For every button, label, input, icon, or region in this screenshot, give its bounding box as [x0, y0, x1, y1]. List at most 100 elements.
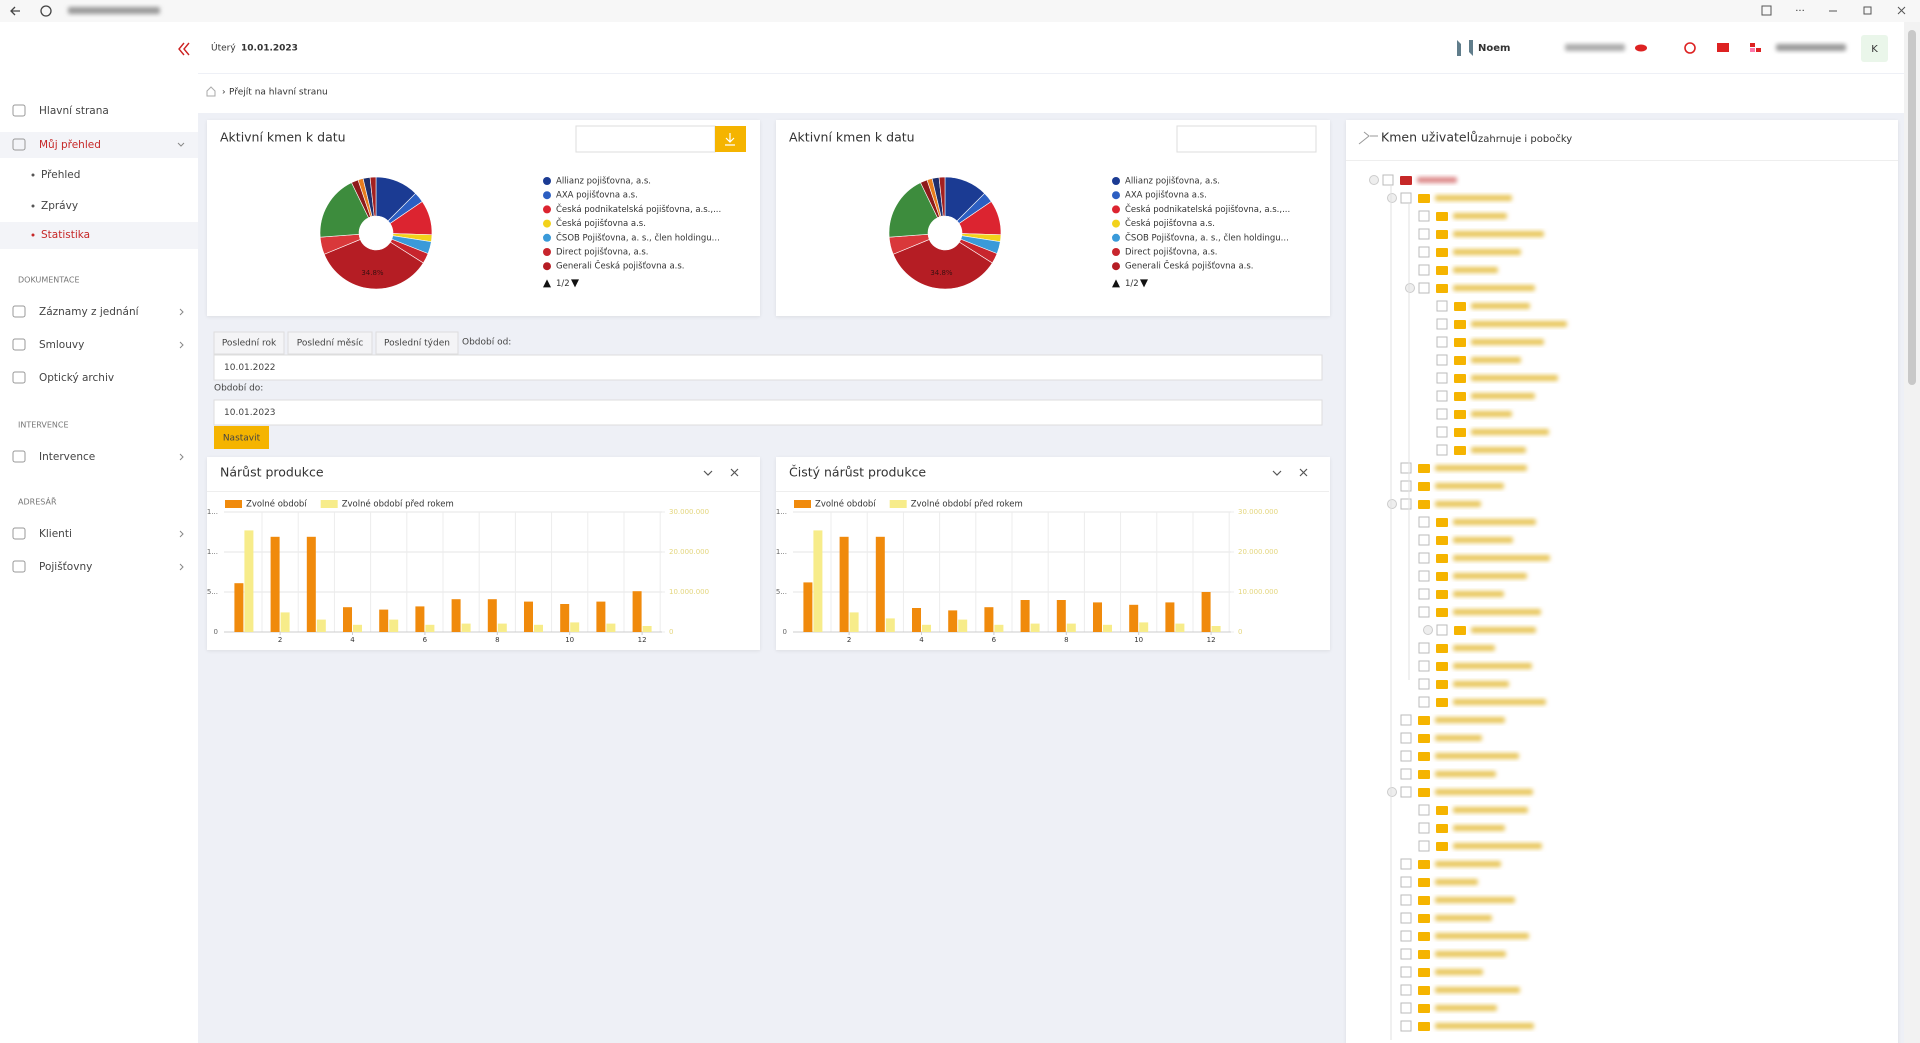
apps-icon[interactable] — [1750, 48, 1755, 52]
pager-up[interactable] — [543, 279, 551, 288]
tree-checkbox[interactable] — [1400, 480, 1412, 492]
eye-icon[interactable] — [1635, 44, 1647, 52]
menu-dots[interactable]: ··· — [1795, 6, 1805, 17]
tree-toggle[interactable] — [1387, 193, 1397, 203]
menu-item[interactable]: Klienti — [39, 528, 72, 540]
tree-checkbox[interactable] — [1418, 570, 1430, 582]
menu-item[interactable]: Smlouvy — [39, 339, 84, 351]
date-input[interactable] — [575, 125, 716, 153]
tree-checkbox[interactable] — [1436, 318, 1448, 330]
menu-item[interactable]: Hlavní strana — [39, 105, 109, 117]
collapse-icon[interactable] — [703, 470, 713, 476]
tree-checkbox[interactable] — [1400, 1002, 1412, 1014]
apps-icon[interactable] — [1756, 48, 1761, 52]
tree-checkbox[interactable] — [1418, 606, 1430, 618]
tree-checkbox[interactable] — [1436, 624, 1448, 636]
pager-down[interactable] — [571, 279, 579, 288]
collapse-icon[interactable] — [1272, 470, 1282, 476]
menu-item[interactable]: Optický archiv — [39, 372, 114, 384]
submenu-item[interactable]: Přehled — [41, 169, 80, 181]
tree-checkbox[interactable] — [1418, 282, 1430, 294]
tree-checkbox[interactable] — [1418, 804, 1430, 816]
tree-checkbox[interactable] — [1418, 696, 1430, 708]
close-window[interactable] — [1897, 6, 1906, 15]
tree-checkbox[interactable] — [1418, 516, 1430, 528]
back-button[interactable] — [10, 6, 20, 16]
scrollbar-thumb[interactable] — [1908, 30, 1916, 385]
tree-checkbox[interactable] — [1418, 264, 1430, 276]
tree-checkbox[interactable] — [1418, 642, 1430, 654]
menu-item[interactable]: Pojišťovny — [39, 561, 92, 573]
search-icon[interactable] — [1684, 42, 1696, 54]
tree-toggle[interactable] — [1387, 787, 1397, 797]
period-button[interactable] — [375, 331, 459, 355]
tree-checkbox[interactable] — [1436, 300, 1448, 312]
maximize[interactable] — [1863, 6, 1872, 15]
tree-toggle[interactable] — [1387, 499, 1397, 509]
from-input[interactable] — [213, 354, 1323, 381]
menu-item[interactable]: Můj přehled — [39, 139, 101, 151]
mail-icon[interactable] — [1717, 43, 1729, 52]
pager-down[interactable] — [1140, 279, 1148, 288]
tree-checkbox[interactable] — [1418, 660, 1430, 672]
tree-checkbox[interactable] — [1418, 678, 1430, 690]
tree-toggle[interactable] — [1423, 625, 1433, 635]
tree-checkbox[interactable] — [1400, 750, 1412, 762]
close-icon[interactable] — [730, 468, 739, 477]
collapse-button[interactable] — [178, 42, 190, 56]
breadcrumb-link[interactable]: Přejít na hlavní stranu — [229, 88, 328, 98]
tree-toggle[interactable] — [1369, 175, 1379, 185]
tree-checkbox[interactable] — [1418, 246, 1430, 258]
tree-checkbox[interactable] — [1436, 372, 1448, 384]
tree-checkbox[interactable] — [1418, 210, 1430, 222]
submenu-item[interactable]: Statistika — [41, 229, 90, 241]
date-input[interactable] — [1176, 125, 1317, 153]
tree-toggle[interactable] — [1405, 283, 1415, 293]
tree-checkbox[interactable] — [1400, 948, 1412, 960]
tree-checkbox[interactable] — [1400, 984, 1412, 996]
tree-checkbox[interactable] — [1400, 732, 1412, 744]
submit-button[interactable] — [214, 426, 269, 449]
tree-checkbox[interactable] — [1400, 912, 1412, 924]
tree-checkbox[interactable] — [1400, 876, 1412, 888]
tree-checkbox[interactable] — [1400, 498, 1412, 510]
home-icon[interactable] — [206, 86, 216, 97]
tree-checkbox[interactable] — [1382, 174, 1394, 186]
tree-checkbox[interactable] — [1400, 768, 1412, 780]
tree-checkbox[interactable] — [1400, 462, 1412, 474]
tree-checkbox[interactable] — [1436, 390, 1448, 402]
to-input[interactable] — [213, 399, 1323, 426]
apps-icon[interactable] — [1750, 43, 1755, 47]
menu-item[interactable]: Intervence — [39, 451, 95, 463]
tree-checkbox[interactable] — [1436, 426, 1448, 438]
tree-checkbox[interactable] — [1436, 354, 1448, 366]
tree-checkbox[interactable] — [1400, 786, 1412, 798]
submenu-item[interactable]: Zprávy — [41, 200, 78, 212]
tree-checkbox[interactable] — [1418, 840, 1430, 852]
window-icon[interactable] — [1761, 5, 1772, 16]
tree-checkbox[interactable] — [1436, 336, 1448, 348]
tree-checkbox[interactable] — [1400, 966, 1412, 978]
close-icon[interactable] — [1299, 468, 1308, 477]
period-button[interactable] — [213, 331, 285, 355]
tree-checkbox[interactable] — [1400, 894, 1412, 906]
tree-checkbox[interactable] — [1418, 552, 1430, 564]
tree-checkbox[interactable] — [1436, 408, 1448, 420]
avatar[interactable] — [1861, 35, 1888, 62]
menu-item[interactable]: Záznamy z jednání — [39, 306, 140, 318]
reload-button[interactable] — [40, 5, 52, 17]
tree-checkbox[interactable] — [1400, 858, 1412, 870]
tree-checkbox[interactable] — [1418, 822, 1430, 834]
tree-checkbox[interactable] — [1400, 1020, 1412, 1032]
tree-checkbox[interactable] — [1400, 714, 1412, 726]
tree-checkbox[interactable] — [1418, 534, 1430, 546]
tree-checkbox[interactable] — [1400, 930, 1412, 942]
tree-checkbox[interactable] — [1418, 228, 1430, 240]
tree-checkbox[interactable] — [1400, 192, 1412, 204]
pager-up[interactable] — [1112, 279, 1120, 288]
period-button[interactable] — [287, 331, 373, 355]
tree-checkbox[interactable] — [1418, 588, 1430, 600]
tree-checkbox[interactable] — [1436, 444, 1448, 456]
logo-text: Noem — [1478, 43, 1510, 54]
tree-folder — [1454, 446, 1466, 455]
